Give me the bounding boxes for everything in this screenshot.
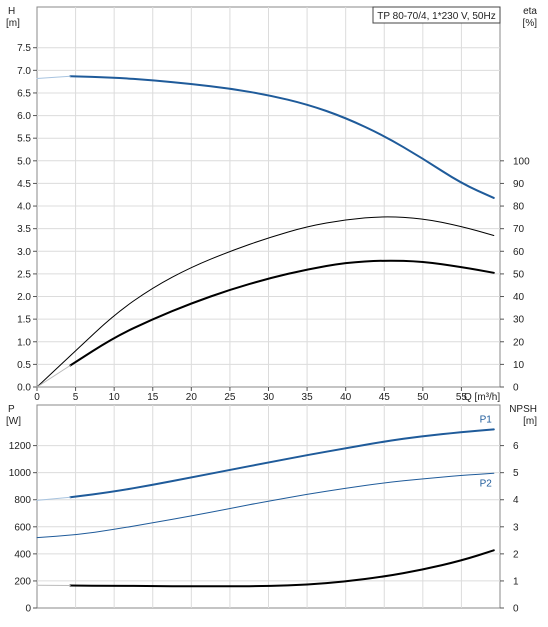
y-tick-label: 2.0 xyxy=(17,292,31,303)
y2-tick-label: 6 xyxy=(513,441,519,452)
chart-title: TP 80-70/4, 1*230 V, 50Hz xyxy=(377,11,495,22)
x-tick-label: 45 xyxy=(379,392,391,403)
y-tick-label: 400 xyxy=(14,549,31,560)
y-tick-label: 4.0 xyxy=(17,202,31,213)
series-label-p2: P2 xyxy=(480,478,493,489)
y-axis-title: H xyxy=(8,6,15,17)
y2-tick-label: 100 xyxy=(513,156,530,167)
x-tick-label: 0 xyxy=(34,392,40,403)
x-tick-label: 25 xyxy=(224,392,236,403)
x-tick-label: 5 xyxy=(73,392,79,403)
y-tick-label: 1.5 xyxy=(17,315,31,326)
y2-tick-label: 60 xyxy=(513,247,525,258)
y-tick-label: 6.0 xyxy=(17,111,31,122)
y-tick-label: 6.5 xyxy=(17,88,31,99)
x-tick-label: 40 xyxy=(340,392,352,403)
y-tick-label: 5.5 xyxy=(17,134,31,145)
y-tick-label: 0 xyxy=(25,604,31,615)
y-tick-label: 200 xyxy=(14,576,31,587)
y-tick-label: 4.5 xyxy=(17,179,31,190)
y-tick-label: 0.0 xyxy=(17,383,31,394)
y2-tick-label: 70 xyxy=(513,224,525,235)
y-tick-label: 0.5 xyxy=(17,360,31,371)
y2-axis-title: NPSH xyxy=(509,404,537,415)
y-tick-label: 7.5 xyxy=(17,43,31,54)
y2-axis-unit: [%] xyxy=(523,18,538,29)
y-tick-label: 1.0 xyxy=(17,337,31,348)
y2-axis-unit: [m] xyxy=(523,416,537,427)
y2-tick-label: 90 xyxy=(513,179,525,190)
y-tick-label: 2.5 xyxy=(17,269,31,280)
x-tick-label: 30 xyxy=(263,392,275,403)
x-tick-label: 10 xyxy=(109,392,121,403)
y2-tick-label: 80 xyxy=(513,202,525,213)
y2-tick-label: 0 xyxy=(513,383,519,394)
y-tick-label: 3.5 xyxy=(17,224,31,235)
y-tick-label: 600 xyxy=(14,522,31,533)
y2-tick-label: 40 xyxy=(513,292,525,303)
y2-tick-label: 30 xyxy=(513,315,525,326)
y2-tick-label: 5 xyxy=(513,468,519,479)
y-axis-unit: [W] xyxy=(6,416,21,427)
x-tick-label: 50 xyxy=(417,392,429,403)
y2-tick-label: 1 xyxy=(513,576,519,587)
y2-tick-label: 3 xyxy=(513,522,519,533)
y2-tick-label: 50 xyxy=(513,269,525,280)
y2-tick-label: 10 xyxy=(513,360,525,371)
y-tick-label: 7.0 xyxy=(17,66,31,77)
x-axis-title: Q [m³/h] xyxy=(464,392,500,403)
y2-tick-label: 4 xyxy=(513,495,519,506)
x-tick-label: 15 xyxy=(147,392,159,403)
y-tick-label: 5.0 xyxy=(17,156,31,167)
y2-tick-label: 0 xyxy=(513,604,519,615)
y-tick-label: 3.0 xyxy=(17,247,31,258)
series-label-p1: P1 xyxy=(480,414,493,425)
y2-axis-title: eta xyxy=(523,6,537,17)
y-tick-label: 1000 xyxy=(9,468,32,479)
y-axis-title: P xyxy=(8,404,15,415)
x-tick-label: 35 xyxy=(302,392,314,403)
x-tick-label: 20 xyxy=(186,392,198,403)
y2-tick-label: 20 xyxy=(513,337,525,348)
y-tick-label: 800 xyxy=(14,495,31,506)
y2-tick-label: 2 xyxy=(513,549,519,560)
y-axis-unit: [m] xyxy=(6,18,20,29)
y-tick-label: 1200 xyxy=(9,441,32,452)
